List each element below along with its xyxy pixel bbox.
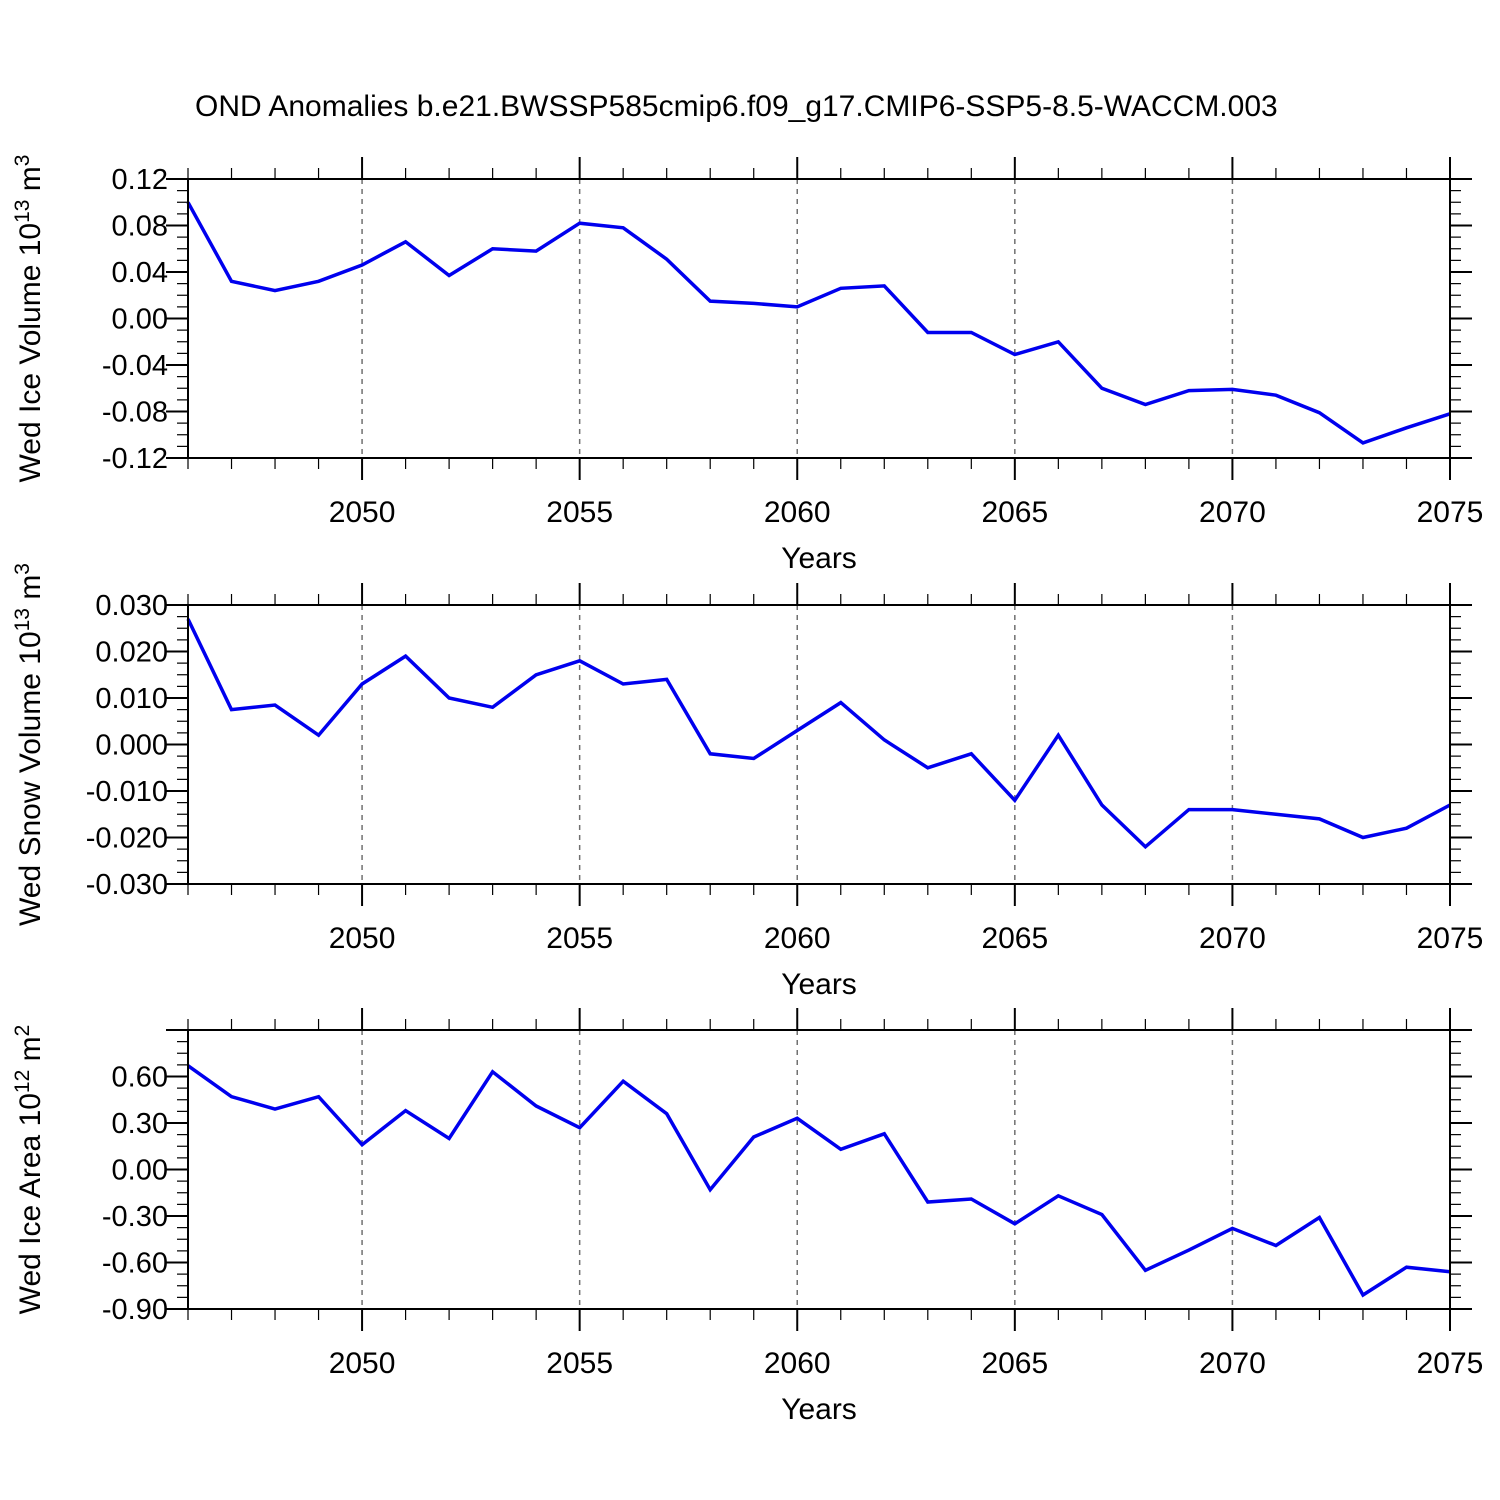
wed-ice-area-xtick-labels: 2050 2055 2060 2065 2070 2075 <box>329 1347 1484 1380</box>
wed-ice-area-y-axis-title: Wed Ice Area 1012 m2 <box>11 1025 47 1315</box>
wed-ice-area-gridlines <box>361 1030 1234 1309</box>
wed-snow-volume-xtick-label: 2065 <box>981 922 1048 955</box>
wed-ice-volume-xtick-label: 2065 <box>981 496 1048 529</box>
wed-ice-volume-y-axis-title: Wed Ice Volume 1013 m3 <box>11 155 47 483</box>
wed-snow-volume-ytick-label: -0.010 <box>86 776 168 808</box>
wed-ice-area-ytick-labels: 0.60 0.30 0.00 -0.30 -0.60 -0.90 <box>102 1062 168 1327</box>
wed-ice-area-xtick-label: 2055 <box>546 1347 613 1380</box>
wed-snow-volume-ticks <box>166 583 1472 906</box>
wed-ice-volume-xtick-label: 2050 <box>329 496 396 529</box>
wed-ice-volume-ytick-labels: 0.12 0.08 0.04 0.00 -0.04 -0.08 -0.12 <box>102 164 168 475</box>
wed-snow-volume-x-axis-title: Years <box>781 968 857 1001</box>
wed-snow-volume-xtick-label: 2055 <box>546 922 613 955</box>
wed-snow-volume-ytick-label: -0.020 <box>86 823 168 855</box>
wed-snow-volume-ytick-label: 0.010 <box>95 683 168 715</box>
wed-snow-volume-frame <box>187 604 1451 885</box>
wed-ice-area-frame <box>187 1029 1451 1310</box>
wed-ice-area-ytick-label: 0.30 <box>112 1108 168 1140</box>
wed-snow-volume-gridlines <box>361 605 1234 884</box>
wed-ice-area-ytick-label: -0.30 <box>102 1201 168 1233</box>
wed-ice-area-x-axis-title: Years <box>781 1393 857 1426</box>
wed-ice-volume-xtick-labels: 2050 2055 2060 2065 2070 2075 <box>329 496 1484 529</box>
wed-ice-area-ticks <box>166 1008 1472 1331</box>
wed-ice-area-xtick-label: 2070 <box>1199 1347 1266 1380</box>
wed-snow-volume-ytick-label: 0.030 <box>95 590 168 622</box>
wed-ice-area-ytick-label: 0.00 <box>112 1155 168 1187</box>
wed-snow-volume-chart: 0.030 0.020 0.010 0.000 -0.010 -0.020 -0.030 20… <box>11 563 1483 1001</box>
wed-ice-area-ytick-label: 0.60 <box>112 1062 168 1094</box>
wed-snow-volume-xtick-label: 2075 <box>1417 922 1484 955</box>
wed-ice-volume-ytick-label: -0.08 <box>102 397 168 429</box>
wed-ice-volume-x-axis-title: Years <box>781 542 857 575</box>
wed-ice-volume-ytick-label: -0.12 <box>102 443 168 475</box>
wed-snow-volume-xtick-labels: 2050 2055 2060 2065 2070 2075 <box>329 922 1484 955</box>
wed-snow-volume-line <box>186 618 1451 850</box>
wed-ice-volume-xtick-label: 2060 <box>764 496 831 529</box>
wed-ice-area-xtick-label: 2065 <box>981 1347 1048 1380</box>
wed-ice-volume-xtick-label: 2070 <box>1199 496 1266 529</box>
wed-ice-volume-ytick-label: 0.08 <box>112 211 168 243</box>
wed-snow-volume-ytick-label: 0.020 <box>95 637 168 669</box>
wed-snow-volume-xtick-label: 2050 <box>329 922 396 955</box>
wed-ice-volume-line <box>186 201 1451 445</box>
wed-ice-volume-ytick-label: 0.00 <box>112 304 168 336</box>
wed-ice-area-ytick-label: -0.60 <box>102 1248 168 1280</box>
wed-snow-volume-ytick-labels: 0.030 0.020 0.010 0.000 -0.010 -0.020 -0.030 <box>86 590 168 901</box>
wed-ice-volume-ytick-label: 0.12 <box>112 164 168 196</box>
wed-ice-volume-ticks <box>166 157 1472 480</box>
page-title: OND Anomalies b.e21.BWSSP585cmip6.f09_g1… <box>195 90 1278 123</box>
wed-ice-volume-frame <box>187 178 1451 459</box>
wed-ice-area-xtick-label: 2050 <box>329 1347 396 1380</box>
wed-snow-volume-xtick-label: 2060 <box>764 922 831 955</box>
wed-ice-volume-ytick-label: 0.04 <box>112 257 168 289</box>
wed-snow-volume-ytick-label: -0.030 <box>86 869 168 901</box>
wed-ice-volume-xtick-label: 2075 <box>1417 496 1484 529</box>
wed-ice-volume-ytick-label: -0.04 <box>102 350 168 382</box>
wed-ice-volume-xtick-label: 2055 <box>546 496 613 529</box>
wed-snow-volume-y-axis-title: Wed Snow Volume 1013 m3 <box>11 563 47 926</box>
wed-ice-area-ytick-label: -0.90 <box>102 1294 168 1326</box>
wed-ice-volume-gridlines <box>361 179 1234 458</box>
wed-ice-area-xtick-label: 2060 <box>764 1347 831 1380</box>
wed-snow-volume-ytick-label: 0.000 <box>95 730 168 762</box>
wed-ice-area-xtick-label: 2075 <box>1417 1347 1484 1380</box>
wed-snow-volume-xtick-label: 2070 <box>1199 922 1266 955</box>
wed-ice-area-line <box>186 1064 1451 1298</box>
